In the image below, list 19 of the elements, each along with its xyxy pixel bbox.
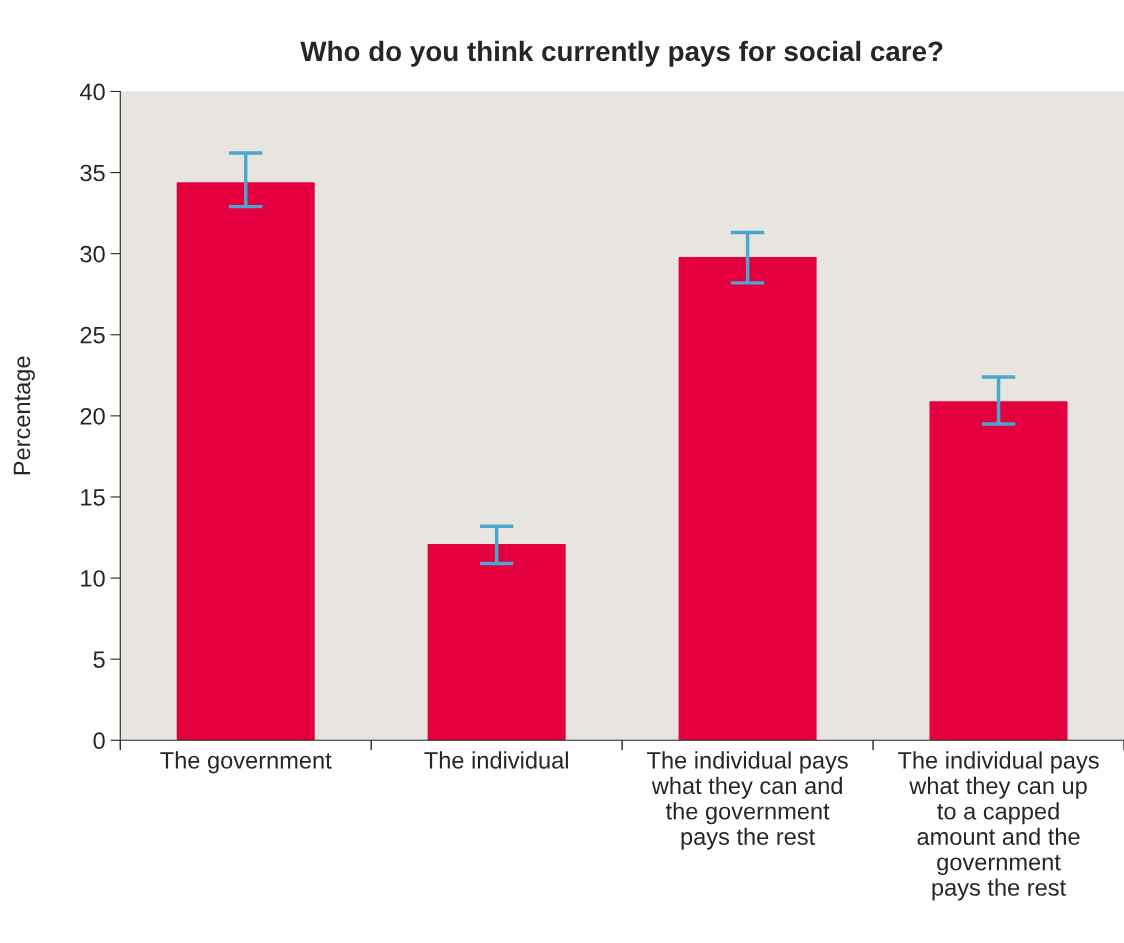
y-axis-title: Percentage <box>13 356 35 475</box>
chart-title: Who do you think currently pays for social care? <box>300 40 943 67</box>
bar <box>678 256 817 741</box>
y-tick-label: 0 <box>93 732 105 750</box>
x-tick-label: The individual pays what they can and the government pays the rest <box>647 751 848 850</box>
x-tick-label: The individual pays what they can up to a capped amount and the government pays the rest <box>898 751 1099 901</box>
y-tick-label: 35 <box>80 164 105 182</box>
y-tick-label: 5 <box>93 651 105 668</box>
bar <box>427 544 566 741</box>
y-tick-label: 40 <box>79 83 105 101</box>
y-tick-label: 30 <box>80 245 105 263</box>
bar <box>929 401 1068 741</box>
y-tick-label: 20 <box>80 407 105 425</box>
x-tick-label: The government <box>160 751 332 774</box>
y-tick-label: 25 <box>80 326 105 344</box>
x-tick-label: The individual <box>424 751 568 769</box>
bar <box>176 182 315 741</box>
y-tick-label: 10 <box>81 570 105 587</box>
y-tick-label: 15 <box>81 489 105 506</box>
